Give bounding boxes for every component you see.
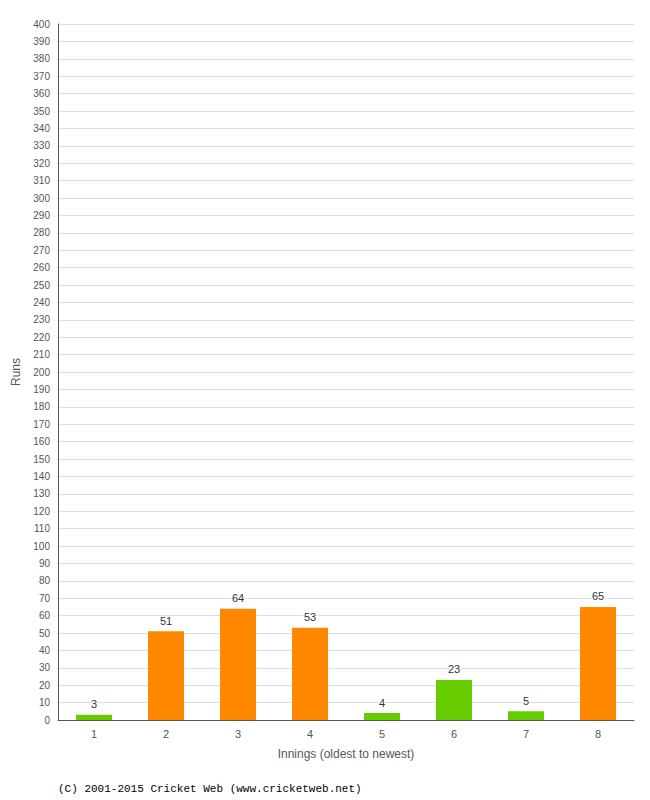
svg-text:4: 4 [307,728,313,740]
svg-text:10: 10 [39,697,51,708]
svg-text:230: 230 [33,314,50,325]
svg-text:360: 360 [33,88,50,99]
svg-text:7: 7 [523,728,529,740]
svg-text:20: 20 [39,680,51,691]
svg-text:8: 8 [595,728,601,740]
svg-text:100: 100 [33,541,50,552]
svg-text:Runs: Runs [9,358,23,386]
svg-text:240: 240 [33,297,50,308]
svg-text:130: 130 [33,488,50,499]
svg-text:80: 80 [39,575,51,586]
svg-text:3: 3 [235,728,241,740]
svg-text:300: 300 [33,193,50,204]
svg-text:350: 350 [33,106,50,117]
svg-text:4: 4 [379,697,385,709]
svg-text:3: 3 [91,698,97,710]
svg-text:310: 310 [33,175,50,186]
svg-text:390: 390 [33,36,50,47]
svg-text:65: 65 [592,590,604,602]
svg-text:200: 200 [33,367,50,378]
svg-text:53: 53 [304,611,316,623]
svg-text:250: 250 [33,280,50,291]
svg-text:5: 5 [523,695,529,707]
svg-text:50: 50 [39,628,51,639]
svg-text:140: 140 [33,471,50,482]
svg-text:51: 51 [160,615,172,627]
svg-text:340: 340 [33,123,50,134]
svg-text:210: 210 [33,349,50,360]
svg-text:70: 70 [39,593,51,604]
svg-text:5: 5 [379,728,385,740]
svg-text:190: 190 [33,384,50,395]
svg-text:23: 23 [448,663,460,675]
svg-text:40: 40 [39,645,51,656]
svg-text:180: 180 [33,401,50,412]
svg-text:290: 290 [33,210,50,221]
svg-text:150: 150 [33,454,50,465]
svg-text:170: 170 [33,419,50,430]
svg-text:Innings (oldest to newest): Innings (oldest to newest) [278,747,415,761]
svg-text:6: 6 [451,728,457,740]
svg-text:270: 270 [33,245,50,256]
svg-text:2: 2 [163,728,169,740]
svg-text:1: 1 [91,728,97,740]
svg-text:160: 160 [33,436,50,447]
svg-text:(C) 2001-2015 Cricket Web (www: (C) 2001-2015 Cricket Web (www.cricketwe… [58,783,362,795]
svg-text:330: 330 [33,140,50,151]
svg-text:220: 220 [33,332,50,343]
svg-text:30: 30 [39,662,51,673]
svg-text:400: 400 [33,19,50,30]
svg-text:260: 260 [33,262,50,273]
svg-text:280: 280 [33,227,50,238]
svg-text:120: 120 [33,506,50,517]
svg-text:110: 110 [34,523,50,534]
svg-text:320: 320 [33,158,50,169]
svg-text:90: 90 [39,558,51,569]
svg-text:0: 0 [44,715,50,726]
svg-text:64: 64 [232,592,244,604]
svg-text:380: 380 [33,53,50,64]
svg-text:370: 370 [33,71,50,82]
svg-text:60: 60 [39,610,51,621]
